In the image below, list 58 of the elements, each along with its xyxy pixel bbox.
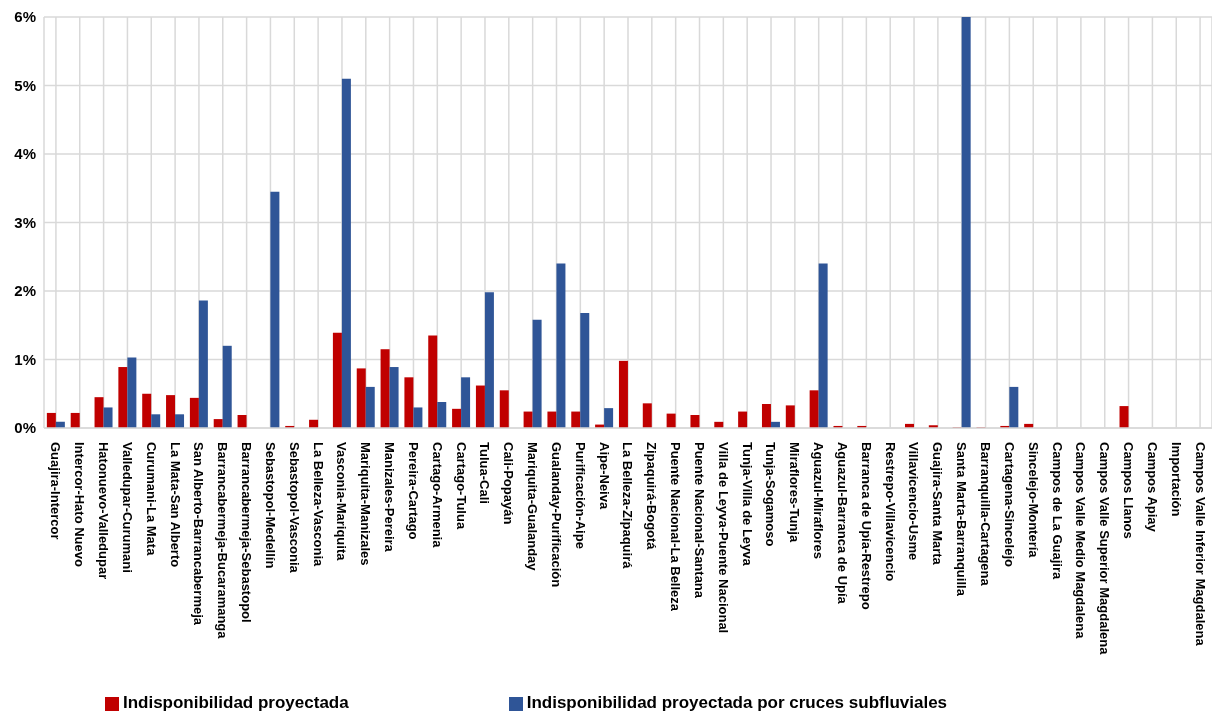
- x-tick-label: Villa de Leyva-Puente Nacional: [715, 442, 731, 634]
- x-tick-label: Manizales-Pereira: [382, 442, 398, 553]
- x-tick-label: Zipaquirá-Bogotá: [644, 442, 660, 551]
- x-tick-label: Sincelejo-Montería: [1025, 442, 1041, 559]
- x-tick-label: Tunja-Sogamoso: [763, 442, 779, 547]
- x-tick-label: Mariquita-Manizales: [358, 442, 374, 566]
- x-tick-label: Campos de La Guajira: [1049, 442, 1065, 581]
- x-tick-label: Barrancabermeja-Bucaramanga: [215, 442, 231, 640]
- x-tick-label: Aguazul-Barranca de Upía: [834, 442, 850, 605]
- x-tick-label: La Belleza-Zipaquirá: [620, 442, 636, 570]
- x-tick-label: Aguazul-Miraflores: [811, 442, 827, 560]
- x-tick-label: Campos Llanos: [1121, 442, 1137, 539]
- x-tick-label: Campos Valle Inferior Magdalena: [1192, 442, 1208, 647]
- x-tick-label: Miraflores-Tunja: [787, 442, 803, 543]
- y-tick-label: 5%: [14, 76, 36, 94]
- x-tick-label: Sebastopol-Medellín: [262, 442, 278, 569]
- x-tick-label: Aipe-Neiva: [596, 442, 612, 510]
- x-tick-label: Santa Marta-Barranquilla: [954, 442, 970, 597]
- x-tick-label: Barranquilla-Cartagena: [978, 442, 993, 587]
- x-tick-label: La Mata-San Alberto: [167, 442, 183, 568]
- x-tick-label: Pereira-Cartago: [405, 442, 421, 540]
- x-tick-label: Puente Nacional-Santana: [691, 442, 707, 599]
- x-tick-label: Campos Valle Superior Magdalena: [1097, 442, 1113, 656]
- x-tick-label: San Alberto-Barrancabermeja: [191, 442, 207, 626]
- x-tick-label: Restrepo-Villavicencio: [882, 442, 898, 582]
- legend-label: Indisponibilidad proyectada: [122, 693, 349, 712]
- x-tick-label: Mariquita-Gualanday: [525, 442, 541, 572]
- x-tick-label: Intercor-Hato Nuevo: [72, 442, 88, 568]
- x-tick-label: Barrancabermeja-Sebastopol: [239, 442, 255, 623]
- x-tick-label: Guajira-Intercor: [48, 442, 64, 540]
- x-tick-label: Cartago-Tulua: [453, 442, 469, 530]
- y-tick-label: 0%: [14, 419, 36, 437]
- x-tick-label: Tulua-Cali: [477, 442, 493, 504]
- x-tick-label: Puente Nacional-La Belleza: [668, 442, 684, 612]
- x-tick-label: Barranca de Upía-Restrepo: [858, 442, 874, 610]
- y-tick-label: 3%: [14, 213, 36, 231]
- x-tick-label: Tunja-Villa de Leyva: [739, 442, 755, 567]
- legend-label: Indisponibilidad proyectada por cruces subfluviales: [526, 693, 948, 712]
- x-tick-label: Vasconia-Mariquita: [334, 442, 350, 562]
- y-tick-label: 2%: [14, 282, 36, 300]
- x-tick-label: Valledupar-Curumani: [119, 442, 135, 573]
- x-tick-label: Villavicencio-Usme: [906, 442, 922, 561]
- x-tick-label: Gualanday-Purificación: [548, 442, 564, 588]
- x-tick-label: Campos Valle Medio Magdalena: [1073, 442, 1089, 640]
- x-tick-label: Importación: [1168, 442, 1184, 517]
- x-tick-label: Hatonuevo-Valledupar: [96, 442, 112, 580]
- x-tick-label: Curumani-La Mata: [143, 442, 159, 557]
- y-tick-label: 6%: [14, 8, 36, 26]
- y-tick-label: 4%: [14, 145, 36, 163]
- x-tick-label: Cartagena-Sincelejo: [1001, 442, 1017, 568]
- x-tick-label: Cartago-Armenia: [429, 442, 445, 549]
- x-tick-label: Sebastopol-Vasconia: [286, 442, 302, 574]
- x-tick-label: Purificación-Aipe: [572, 442, 588, 549]
- x-tick-label: La Belleza-Vasconia: [310, 442, 326, 568]
- x-tick-label: Campos Apiay: [1144, 442, 1160, 533]
- x-tick-label: Guajira-Santa Marta: [930, 442, 946, 566]
- y-tick-label: 1%: [14, 350, 36, 368]
- x-tick-label: Cali-Popayán: [501, 442, 517, 525]
